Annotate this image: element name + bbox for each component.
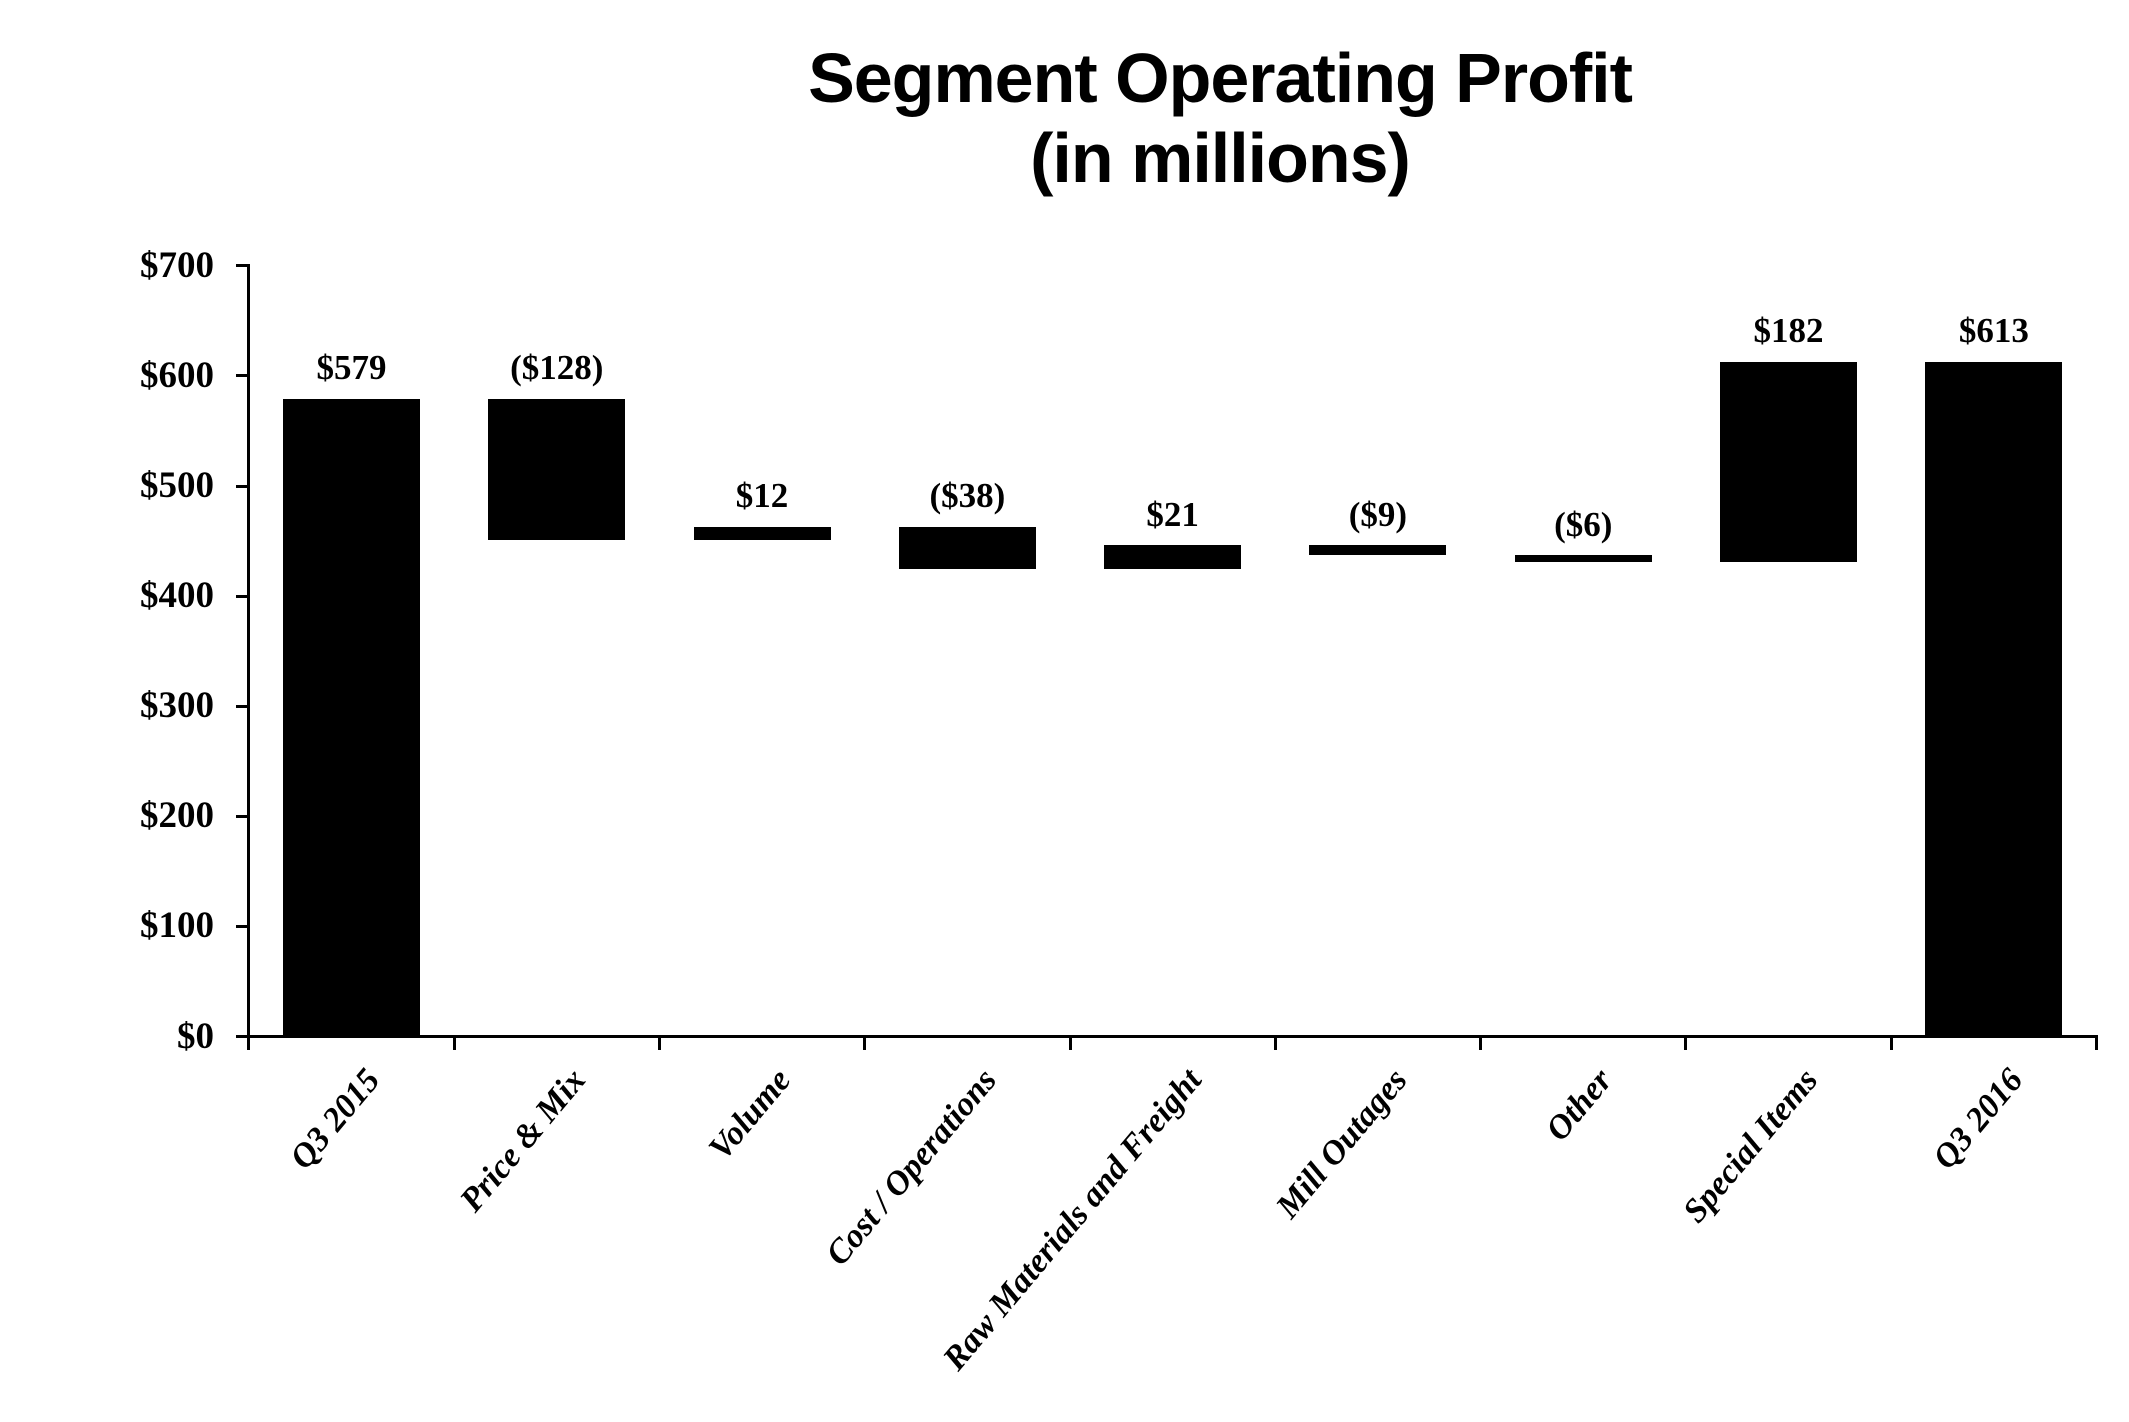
y-axis-tick [235, 374, 249, 378]
waterfall-bar [1925, 361, 2063, 1037]
waterfall-bar [282, 399, 420, 1037]
x-axis-tick [1479, 1036, 1483, 1050]
x-axis-category-label: Q3 2016 [1925, 1062, 2031, 1177]
waterfall-bar [1514, 555, 1652, 562]
bar-value-label: ($9) [1348, 494, 1408, 534]
x-axis-tick [657, 1036, 661, 1050]
y-axis-tick-label: $700 [140, 244, 214, 286]
y-axis-tick-label: $300 [140, 685, 214, 727]
x-axis-line [247, 1035, 2098, 1038]
y-axis-tick-label: $400 [140, 575, 214, 617]
waterfall-bar [488, 399, 626, 540]
x-axis-category-label: Cost / Operations [818, 1062, 1004, 1273]
y-axis-tick-label: $100 [140, 905, 214, 947]
y-axis-tick-label: $500 [140, 465, 214, 506]
x-axis-category-label: Special Items [1675, 1062, 1825, 1230]
x-axis-tick [2095, 1036, 2098, 1050]
y-axis-tick-label: $0 [177, 1015, 214, 1057]
x-axis-tick [1889, 1036, 1893, 1050]
y-axis-tick [235, 924, 249, 928]
bar-value-label: $579 [316, 348, 387, 388]
y-axis-tick [235, 704, 249, 708]
y-axis-tick [235, 484, 249, 488]
bar-value-label: ($128) [510, 348, 604, 388]
x-axis-tick [1684, 1036, 1688, 1050]
y-axis-tick [235, 1035, 249, 1038]
bar-value-label: $613 [1958, 310, 2029, 350]
y-axis-tick [235, 264, 249, 268]
waterfall-bar [693, 526, 831, 540]
x-axis-category-label: Other [1539, 1062, 1620, 1149]
y-axis-line [247, 263, 251, 1038]
x-axis-category-label: Mill Outages [1268, 1062, 1415, 1226]
y-axis-tick-label: $200 [140, 795, 214, 837]
waterfall-bar [1104, 545, 1242, 569]
bar-value-label: $12 [735, 475, 789, 515]
bar-value-label: $182 [1753, 310, 1824, 350]
x-axis-category-label: Volume [702, 1062, 799, 1167]
bar-value-label: ($6) [1554, 504, 1613, 544]
chart-title-line1: Segment Operating Profit [808, 39, 1633, 117]
y-axis-tick [235, 594, 249, 598]
x-axis-tick [1068, 1036, 1072, 1050]
waterfall-bar [1309, 545, 1447, 556]
x-axis-category-label: Price & Mix [453, 1062, 594, 1219]
chart-title-line2: (in millions) [1030, 119, 1411, 197]
waterfall-bar [1720, 361, 1858, 562]
x-axis-tick [863, 1036, 867, 1050]
y-axis-tick [235, 814, 249, 818]
waterfall-bar [898, 526, 1036, 569]
x-axis-tick [452, 1036, 456, 1050]
bar-value-label: $21 [1146, 494, 1199, 534]
bar-value-label: ($38) [929, 475, 1006, 515]
x-axis-category-label: Q3 2015 [283, 1062, 388, 1177]
x-axis-tick [1273, 1036, 1277, 1050]
x-axis-tick [247, 1036, 251, 1050]
y-axis-tick-label: $600 [140, 354, 214, 396]
chart-title: Segment Operating Profit (in millions) [420, 38, 2020, 198]
